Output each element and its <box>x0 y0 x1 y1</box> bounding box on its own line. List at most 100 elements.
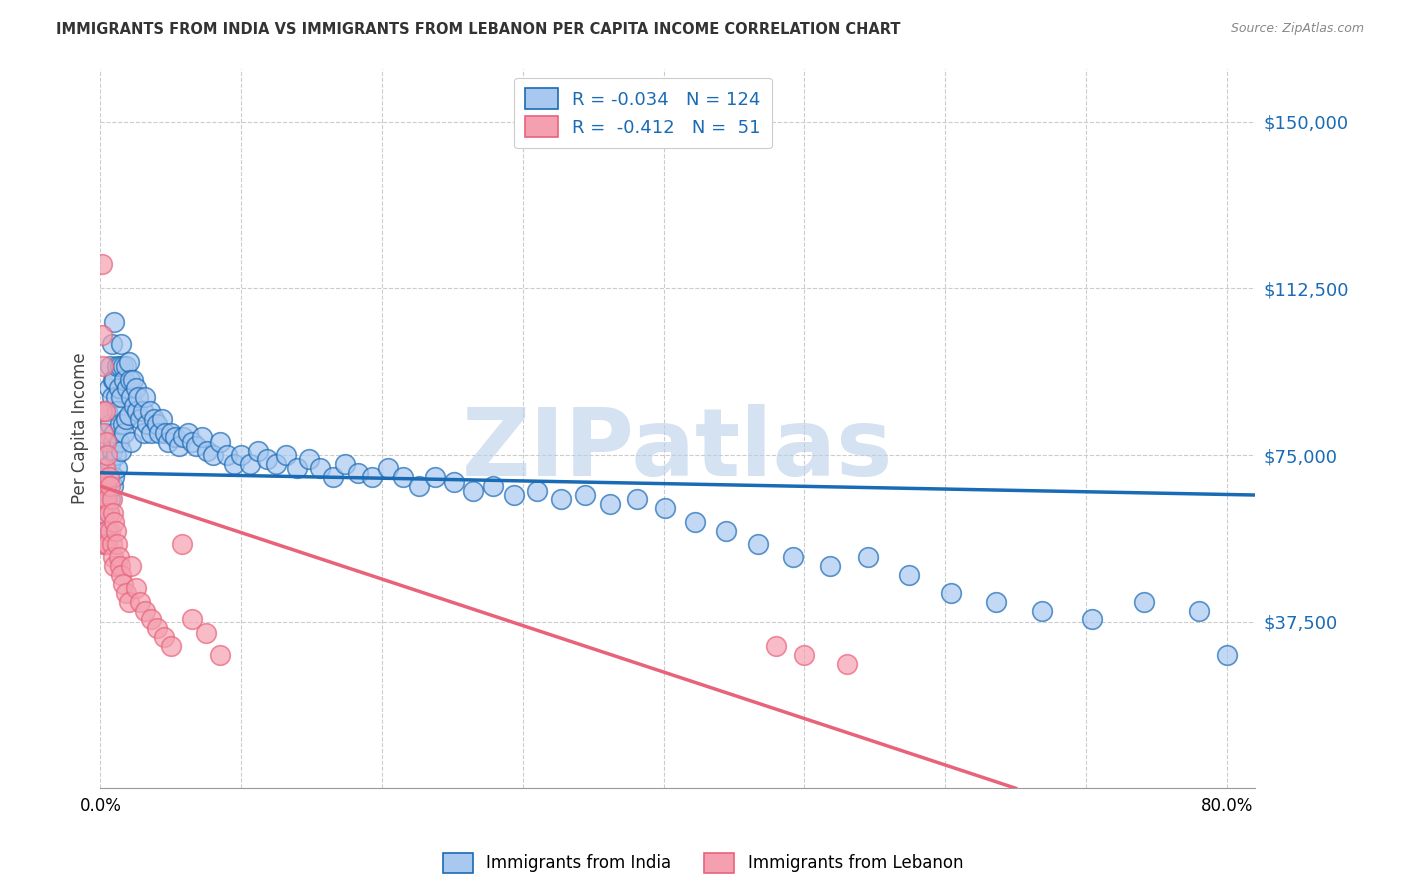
Point <box>101 550 124 565</box>
Point <box>132 425 155 440</box>
Point <box>939 586 962 600</box>
Point <box>94 524 117 538</box>
Legend: R = -0.034   N = 124, R =  -0.412   N =  51: R = -0.034 N = 124, R = -0.412 N = 51 <box>515 78 772 148</box>
Point <box>112 372 135 386</box>
Point <box>104 448 127 462</box>
Point <box>747 537 769 551</box>
Point <box>984 594 1007 608</box>
Point <box>266 457 288 471</box>
Point <box>114 586 136 600</box>
Point <box>138 403 160 417</box>
Point <box>110 568 132 582</box>
Point <box>856 550 879 565</box>
Text: Source: ZipAtlas.com: Source: ZipAtlas.com <box>1230 22 1364 36</box>
Point <box>104 524 127 538</box>
Point <box>96 403 118 417</box>
Point <box>322 470 344 484</box>
Point <box>103 470 125 484</box>
Point <box>108 417 131 431</box>
Point <box>100 337 122 351</box>
Point <box>96 479 118 493</box>
Point <box>98 479 121 493</box>
Point <box>96 537 118 551</box>
Point <box>134 603 156 617</box>
Point <box>91 506 114 520</box>
Point <box>145 621 167 635</box>
Point <box>118 372 141 386</box>
Point <box>97 470 120 484</box>
Point <box>124 582 146 596</box>
Point <box>131 403 153 417</box>
Point <box>100 492 122 507</box>
Point <box>94 492 117 507</box>
Point <box>526 483 548 498</box>
Point <box>128 412 150 426</box>
Point <box>117 408 139 422</box>
Point <box>111 359 134 374</box>
Point <box>115 381 138 395</box>
Point <box>167 439 190 453</box>
Point <box>97 434 120 449</box>
Point <box>231 448 253 462</box>
Point <box>98 359 121 374</box>
Point <box>100 537 122 551</box>
Point <box>90 403 112 417</box>
Point <box>599 497 621 511</box>
Point <box>120 559 142 574</box>
Text: IMMIGRANTS FROM INDIA VS IMMIGRANTS FROM LEBANON PER CAPITA INCOME CORRELATION C: IMMIGRANTS FROM INDIA VS IMMIGRANTS FROM… <box>56 22 901 37</box>
Point <box>145 417 167 431</box>
Point <box>683 515 706 529</box>
Point <box>176 425 198 440</box>
Point <box>90 257 112 271</box>
Point <box>443 475 465 489</box>
Point <box>97 381 120 395</box>
Point <box>148 425 170 440</box>
Point <box>94 479 117 493</box>
Point <box>335 457 357 471</box>
Point <box>98 492 121 507</box>
Point <box>103 372 125 386</box>
Point <box>103 515 125 529</box>
Point <box>170 537 193 551</box>
Point <box>97 506 120 520</box>
Point <box>105 359 128 374</box>
Point <box>153 425 176 440</box>
Point <box>135 417 157 431</box>
Point <box>835 657 858 671</box>
Point <box>127 390 149 404</box>
Point <box>1080 612 1102 626</box>
Point <box>93 537 115 551</box>
Point <box>1132 594 1154 608</box>
Point <box>1031 603 1053 617</box>
Point <box>91 479 114 493</box>
Point <box>239 457 262 471</box>
Point <box>224 457 246 471</box>
Point <box>122 399 145 413</box>
Point <box>425 470 447 484</box>
Point <box>97 470 120 484</box>
Point <box>392 470 415 484</box>
Point <box>309 461 332 475</box>
Point <box>90 328 112 343</box>
Point <box>117 594 139 608</box>
Point <box>98 417 121 431</box>
Point <box>107 381 129 395</box>
Point <box>482 479 505 493</box>
Point <box>105 461 128 475</box>
Point <box>124 381 146 395</box>
Point <box>180 612 202 626</box>
Point <box>101 506 124 520</box>
Point <box>94 537 117 551</box>
Point <box>159 639 181 653</box>
Point <box>120 390 142 404</box>
Point <box>139 612 162 626</box>
Point <box>111 417 134 431</box>
Point <box>156 434 179 449</box>
Point <box>626 492 648 507</box>
Point <box>93 461 115 475</box>
Point <box>101 479 124 493</box>
Point <box>163 430 186 444</box>
Point <box>105 403 128 417</box>
Point <box>96 524 118 538</box>
Point <box>276 448 298 462</box>
